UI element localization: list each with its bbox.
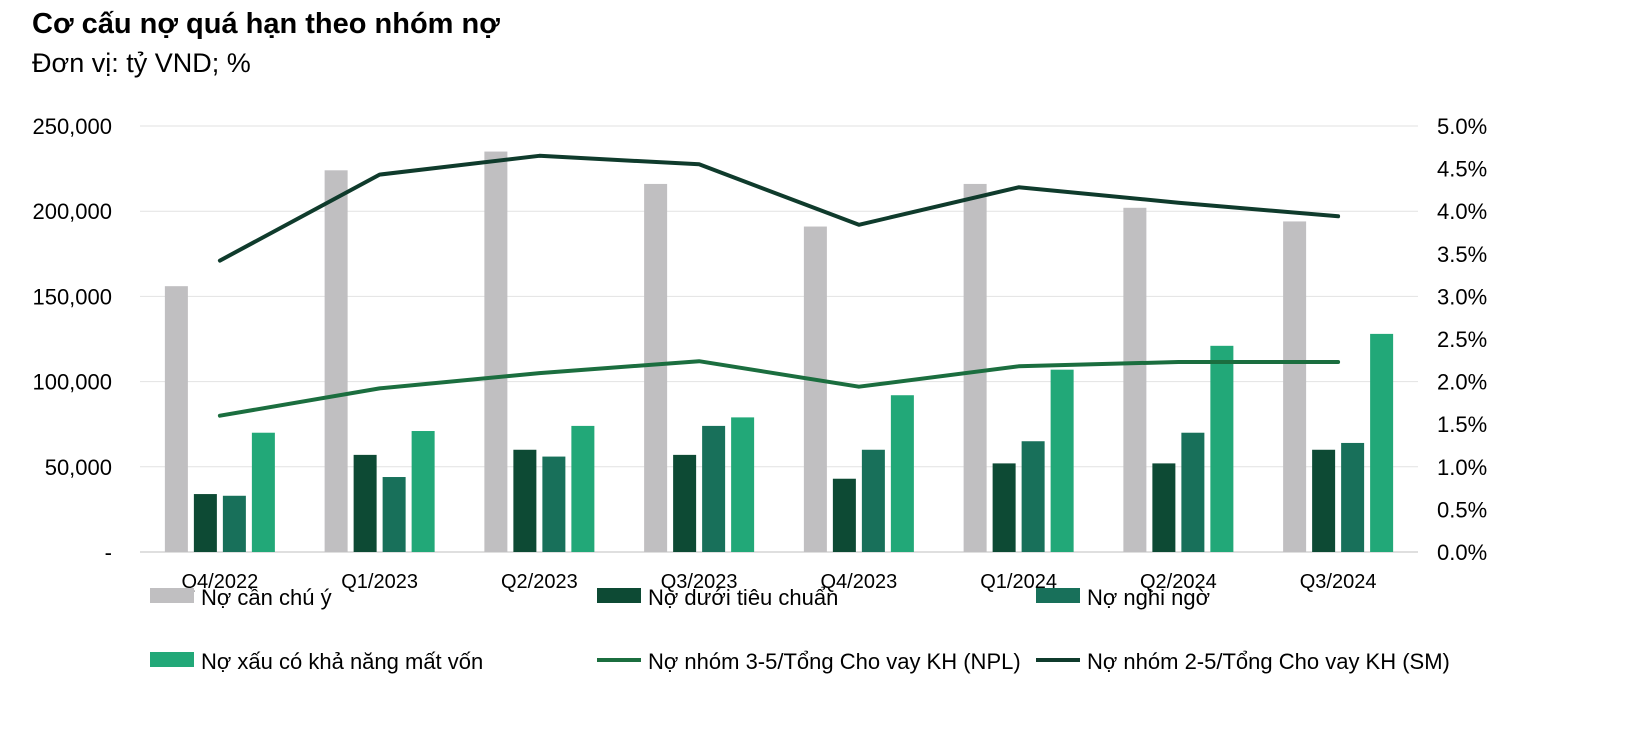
legend-swatch [150, 588, 194, 603]
bar [324, 170, 348, 552]
bar [542, 456, 566, 552]
x-tick-label: Q4/2023 [821, 571, 898, 593]
legend-label: Nợ nghi ngờ [1087, 585, 1210, 610]
bar [1283, 221, 1307, 552]
y-right-tick-label: 2.0% [1437, 370, 1487, 395]
bar [222, 495, 246, 552]
bar [644, 183, 668, 552]
bar [484, 151, 508, 552]
y-left-tick-label: 150,000 [32, 284, 112, 309]
y-right-tick-label: 0.5% [1437, 497, 1487, 522]
bar [731, 417, 755, 552]
y-right-tick-label: 2.5% [1437, 327, 1487, 352]
bar [1021, 441, 1045, 552]
bar [1123, 207, 1147, 553]
legend: Nợ cần chú ý Nợ dưới tiêu chuẩn Nợ nghi ng… [150, 585, 1450, 674]
x-tick-label: Q2/2023 [501, 571, 578, 593]
legend-label: Nợ nhóm 3-5/Tổng Cho vay KH (NPL) [648, 649, 1021, 674]
bar [1181, 432, 1205, 552]
bar [1370, 333, 1394, 552]
chart-title: Cơ cấu nợ quá hạn theo nhóm nợ [32, 8, 500, 40]
y-right-tick-label: 0.0% [1437, 540, 1487, 565]
bar [702, 425, 726, 552]
x-tick-label: Q3/2024 [1300, 571, 1377, 593]
chart-subtitle: Đơn vị: tỷ VND; % [32, 48, 251, 78]
y-left-tick-label: - [105, 540, 112, 565]
bar [411, 431, 435, 552]
y-right-tick-label: 3.0% [1437, 284, 1487, 309]
y-left-tick-label: 250,000 [32, 114, 112, 139]
x-tick-label: Q1/2024 [980, 571, 1057, 593]
series-line [217, 153, 1341, 263]
legend-label: Nợ xấu có khả năng mất vốn [201, 649, 483, 674]
legend-label: Nợ cần chú ý [201, 585, 332, 610]
bar [382, 477, 406, 552]
axes: - 50,000 100,000 150,000 200,000 250,000 0.0% 0… [32, 114, 1487, 593]
y-left-tick-label: 100,000 [32, 370, 112, 395]
line-series [217, 153, 1341, 418]
bar [992, 463, 1016, 552]
legend-swatch [597, 588, 641, 603]
x-tick-label: Q4/2022 [182, 571, 259, 593]
bar [963, 183, 987, 552]
bar [164, 286, 188, 552]
y-right-tick-label: 5.0% [1437, 114, 1487, 139]
bar [1312, 449, 1336, 552]
y-left-tick-label: 50,000 [45, 455, 112, 480]
bar [193, 494, 217, 552]
bar [861, 449, 885, 552]
legend-swatch [1036, 588, 1080, 603]
x-tick-label: Q1/2023 [341, 571, 418, 593]
y-right-tick-label: 1.0% [1437, 455, 1487, 480]
x-tick-label: Q2/2024 [1140, 571, 1217, 593]
bar [1050, 369, 1074, 552]
bar [513, 449, 537, 552]
gridlines [140, 125, 1418, 553]
bar [251, 432, 275, 552]
legend-label: Nợ nhóm 2-5/Tổng Cho vay KH (SM) [1087, 649, 1450, 674]
bar [1152, 463, 1176, 552]
y-right-tick-label: 1.5% [1437, 412, 1487, 437]
legend-swatch [150, 652, 194, 667]
y-left-tick-label: 200,000 [32, 199, 112, 224]
legend-label: Nợ dưới tiêu chuẩn [648, 585, 838, 610]
bar-series [164, 151, 1394, 553]
bar [1210, 345, 1234, 552]
bar [890, 395, 914, 552]
y-right-tick-label: 3.5% [1437, 242, 1487, 267]
bar [571, 425, 595, 552]
y-right-tick-label: 4.0% [1437, 199, 1487, 224]
x-tick-label: Q3/2023 [661, 571, 738, 593]
bar [803, 226, 827, 552]
bar [832, 478, 856, 552]
bar [673, 454, 697, 552]
y-right-tick-label: 4.5% [1437, 157, 1487, 182]
bar [353, 454, 377, 552]
bar [1341, 442, 1365, 552]
series-line [217, 359, 1341, 418]
